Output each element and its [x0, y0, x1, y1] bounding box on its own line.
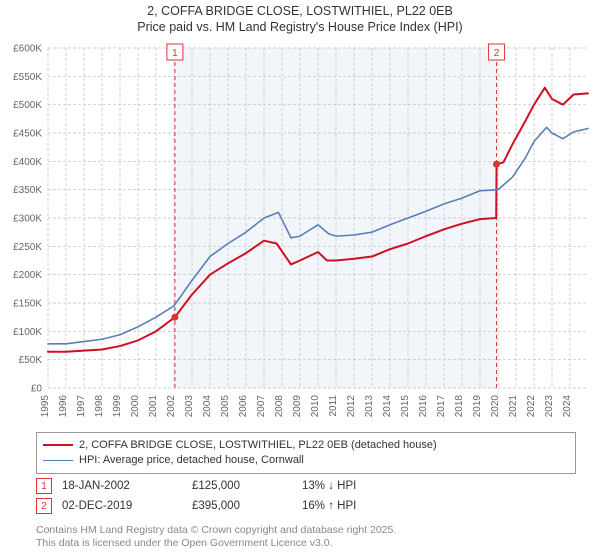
svg-text:£350K: £350K — [13, 185, 42, 196]
svg-text:2009: 2009 — [292, 395, 303, 418]
svg-text:£250K: £250K — [13, 242, 42, 253]
svg-text:2022: 2022 — [526, 395, 537, 418]
marker-delta: 13% ↓ HPI — [302, 480, 356, 492]
svg-text:£500K: £500K — [13, 100, 42, 111]
legend-label: 2, COFFA BRIDGE CLOSE, LOSTWITHIEL, PL22… — [79, 438, 437, 452]
svg-text:2014: 2014 — [382, 395, 393, 418]
svg-text:2011: 2011 — [328, 395, 339, 417]
svg-text:2001: 2001 — [148, 395, 159, 418]
marker-badge: 2 — [36, 498, 52, 514]
svg-text:1996: 1996 — [58, 395, 69, 418]
footer-line-1: Contains HM Land Registry data © Crown c… — [36, 524, 576, 537]
svg-text:2024: 2024 — [562, 395, 573, 418]
svg-text:2005: 2005 — [220, 395, 231, 418]
legend-item: 2, COFFA BRIDGE CLOSE, LOSTWITHIEL, PL22… — [43, 438, 569, 452]
svg-text:2015: 2015 — [400, 395, 411, 418]
legend-label: HPI: Average price, detached house, Corn… — [79, 453, 304, 467]
svg-text:2021: 2021 — [508, 395, 519, 418]
footer-attribution: Contains HM Land Registry data © Crown c… — [36, 524, 576, 550]
svg-text:2012: 2012 — [346, 395, 357, 418]
marker-annotations: 1 18-JAN-2002 £125,000 13% ↓ HPI 2 02-DEC-201… — [36, 474, 576, 518]
svg-text:£200K: £200K — [13, 270, 42, 281]
svg-text:1997: 1997 — [76, 395, 87, 418]
svg-text:2000: 2000 — [130, 395, 141, 418]
svg-text:2023: 2023 — [544, 395, 555, 418]
footer-line-2: This data is licensed under the Open Gov… — [36, 537, 576, 550]
svg-text:2004: 2004 — [202, 395, 213, 418]
marker-row: 2 02-DEC-2019 £395,000 16% ↑ HPI — [36, 498, 576, 514]
svg-text:£0: £0 — [31, 384, 43, 395]
marker-price: £125,000 — [192, 480, 292, 492]
chart-container: 2, COFFA BRIDGE CLOSE, LOSTWITHIEL, PL22… — [0, 0, 600, 560]
svg-text:1995: 1995 — [40, 395, 51, 418]
svg-text:2: 2 — [494, 48, 500, 59]
marker-badge: 1 — [36, 478, 52, 494]
svg-text:£450K: £450K — [13, 129, 42, 140]
svg-text:£300K: £300K — [13, 214, 42, 225]
svg-text:2013: 2013 — [364, 395, 375, 418]
marker-date: 18-JAN-2002 — [62, 480, 182, 492]
svg-text:2019: 2019 — [472, 395, 483, 418]
svg-text:£600K: £600K — [13, 44, 42, 55]
marker-delta: 16% ↑ HPI — [302, 500, 356, 512]
svg-text:£100K: £100K — [13, 327, 42, 338]
marker-date: 02-DEC-2019 — [62, 500, 182, 512]
svg-text:2010: 2010 — [310, 395, 321, 418]
svg-text:2016: 2016 — [418, 395, 429, 418]
svg-text:2008: 2008 — [274, 395, 285, 418]
marker-row: 1 18-JAN-2002 £125,000 13% ↓ HPI — [36, 478, 576, 494]
title-line-1: 2, COFFA BRIDGE CLOSE, LOSTWITHIEL, PL22… — [0, 4, 600, 20]
svg-text:2007: 2007 — [256, 395, 267, 418]
svg-text:2002: 2002 — [166, 395, 177, 418]
svg-text:1998: 1998 — [94, 395, 105, 418]
title-line-2: Price paid vs. HM Land Registry's House … — [0, 20, 600, 36]
svg-text:2006: 2006 — [238, 395, 249, 418]
price-chart: £0 £50K £100K £150K £200K £250K £300K £350K £400… — [0, 38, 600, 428]
legend-item: HPI: Average price, detached house, Corn… — [43, 453, 569, 467]
svg-text:2018: 2018 — [454, 395, 465, 418]
svg-text:2017: 2017 — [436, 395, 447, 418]
marker-price: £395,000 — [192, 500, 292, 512]
svg-text:1: 1 — [172, 48, 178, 59]
legend-swatch — [43, 444, 73, 446]
svg-text:2020: 2020 — [490, 395, 501, 418]
legend-swatch — [43, 460, 73, 461]
svg-text:£50K: £50K — [19, 355, 43, 366]
svg-text:£150K: £150K — [13, 299, 42, 310]
legend: 2, COFFA BRIDGE CLOSE, LOSTWITHIEL, PL22… — [36, 432, 576, 474]
svg-text:£550K: £550K — [13, 72, 42, 83]
svg-text:1999: 1999 — [112, 395, 123, 418]
svg-text:2003: 2003 — [184, 395, 195, 418]
svg-text:£400K: £400K — [13, 157, 42, 168]
titles: 2, COFFA BRIDGE CLOSE, LOSTWITHIEL, PL22… — [0, 0, 600, 35]
